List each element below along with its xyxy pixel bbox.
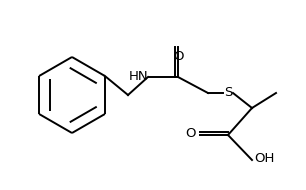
Text: O: O [173, 50, 183, 63]
Text: S: S [224, 86, 232, 100]
Text: OH: OH [254, 153, 274, 165]
Text: O: O [185, 127, 196, 140]
Text: HN: HN [129, 70, 148, 83]
